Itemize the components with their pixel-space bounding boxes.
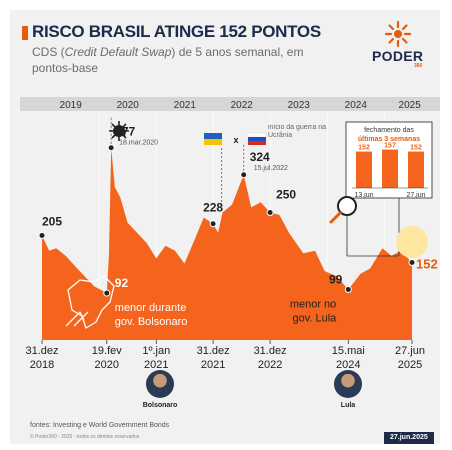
date-badge: 27.jun.2025 [384,432,434,444]
inset-bar-value: 152 [358,145,370,152]
x-label-date: 31.dez [254,345,287,357]
x-label-date: 31.dez [197,345,230,357]
x-label-year: 2024 [336,359,360,371]
lula-label: Lula [340,402,356,409]
inset-bar-value: 152 [410,145,422,152]
annotation-dot [240,171,248,179]
annotation-date: 15.jul.2022 [254,165,288,172]
sources: fontes: Investing e World Government Bon… [30,422,170,429]
subtitle-emphasis: Credit Default Swap [64,45,172,59]
annotation-value: 324 [250,150,270,164]
year-label: 2019 [60,100,83,111]
inset-bar [382,149,398,188]
war-separator: x [233,135,238,145]
x-label-date: 15.mai [332,345,365,357]
brazil-map-icon [65,275,115,329]
x-label-year: 2021 [144,359,168,371]
annotation-dot [107,144,115,152]
annotation-value: 250 [276,188,296,202]
x-label-year: 2020 [95,359,119,371]
inset-title-pre: fechamento das [364,127,414,134]
year-label: 2022 [231,100,254,111]
subtitle-post: ) de 5 anos semanal, em pontos-base [32,45,304,75]
poder360-logo-icon [384,20,412,48]
annotation-dot [103,289,111,297]
war-note: início da guerra na Ucrânia [268,124,326,139]
bolsonaro-label: Bolsonaro [142,402,178,409]
year-label: 2021 [174,100,197,111]
year-label: 2020 [117,100,140,111]
cds-area-chart: 2019 2020 2021 2022 2023 2024 2025 205 92 menor … [20,97,440,371]
chart-subtitle: CDS (Credit Default Swap) de 5 anos sema… [32,44,332,76]
annotation-dot [38,231,46,239]
subtitle-pre: CDS ( [32,45,65,59]
inset-bar-value: 157 [384,143,396,150]
logo-name: PODER [372,48,424,64]
annotation-note: menor durante [115,302,187,314]
x-label-date: 19.fev [92,345,122,357]
annotation-value: 152 [416,256,438,271]
last-value-highlight [396,226,428,258]
x-label-date: 31.dez [25,345,58,357]
annotation-value: 228 [203,201,223,215]
copyright: © Poder360 - 2025 - todos os direitos re… [30,434,140,440]
inset-bar [356,151,372,188]
annotation-note: gov. Bolsonaro [115,316,188,328]
logo-sub: 360 [414,63,423,69]
x-label-year: 2022 [258,359,282,371]
inset-bar-label: 13.jun [354,192,373,199]
annotation-dot [408,258,416,266]
bolsonaro-avatar [146,370,174,398]
inset-bar-label: 27.jun [406,192,425,199]
annotation-value: 92 [115,276,129,290]
inset-title-highlight: últimas 3 semanas [358,136,420,143]
annotation-value: 99 [329,273,343,287]
covid-virus-icon [109,121,129,141]
chart-card: RISCO BRASIL ATINGE 152 PONTOS CDS (Cred… [10,10,440,444]
magnifier-icon [329,196,357,224]
x-label-date: 27.jun [395,345,425,357]
x-label-year: 2025 [398,359,422,371]
annotation-note: gov. Lula [292,313,337,325]
annotation-note: menor no [290,299,336,311]
year-band [20,97,440,111]
annotation-dot [266,209,274,216]
x-label-date: 1º.jan [142,345,170,357]
annotation-dot [344,286,352,294]
annotation-value: 205 [42,214,62,228]
x-label-year: 2018 [30,359,54,371]
year-label: 2024 [345,100,368,111]
annotation-date: 18.mar.2020 [119,140,158,147]
inset-bar [408,151,424,188]
lula-avatar [334,370,362,398]
x-label-year: 2021 [201,359,225,371]
annotation-dot [209,220,217,228]
title-accent-bar [22,26,28,40]
chart-title: RISCO BRASIL ATINGE 152 PONTOS [32,22,321,41]
zoom-inset: fechamento das últimas 3 semanas 152 13.j… [345,121,433,199]
ukraine-flag-icon [204,133,222,145]
year-label: 2025 [399,100,422,111]
russia-flag-icon [247,132,267,145]
year-label: 2023 [288,100,311,111]
cds-area [42,147,412,340]
